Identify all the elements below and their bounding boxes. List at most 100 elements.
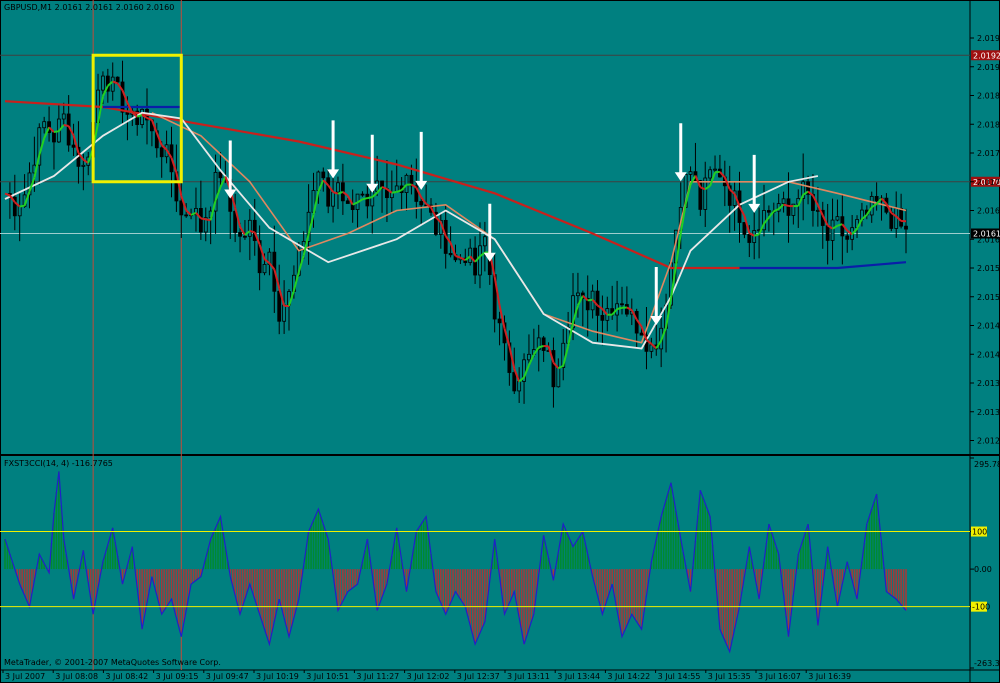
fast-trend-segment xyxy=(386,188,393,194)
candle-body xyxy=(815,209,820,212)
indicator-title: FXST3CCI(14, 4) -116.7765 xyxy=(4,459,113,468)
fast-trend-segment xyxy=(72,135,80,154)
cci-line xyxy=(4,471,907,654)
candle-body xyxy=(708,169,713,179)
price-tick-label: 2.0150 xyxy=(977,293,1000,302)
fast-trend-segment xyxy=(832,224,838,230)
fast-trend-segment xyxy=(200,217,206,221)
candle-body xyxy=(781,198,786,205)
candle-body xyxy=(203,217,208,233)
fast-trend-segment xyxy=(268,262,276,270)
time-tick-label: 3 Jul 10:19 xyxy=(256,672,299,681)
candle-body xyxy=(561,342,566,368)
fast-trend-segment xyxy=(219,176,227,188)
fast-trend-segment xyxy=(367,196,373,200)
fast-trend-segment xyxy=(263,258,271,264)
candle-body xyxy=(194,208,198,216)
fast-trend-segment xyxy=(816,204,824,216)
cci-tick-label: -100 xyxy=(972,603,990,612)
candle-body xyxy=(159,147,164,158)
candle-body xyxy=(101,75,105,91)
fast-trend-segment xyxy=(719,171,726,178)
time-tick-label: 3 Jul 13:44 xyxy=(557,672,600,681)
fast-trend-segment xyxy=(768,210,775,219)
fast-trend-segment xyxy=(175,172,183,197)
price-level-tag xyxy=(971,176,1000,187)
candle-body xyxy=(326,177,331,207)
fast-trend-segment xyxy=(116,82,124,91)
fast-trend-segment xyxy=(327,184,334,193)
fast-trend-segment xyxy=(723,176,731,190)
fast-trend-segment xyxy=(48,126,55,133)
price-level-tag-label: 2.0192 xyxy=(973,51,1000,60)
price-tick-label: 2.0160 xyxy=(977,235,1000,244)
candle-body xyxy=(61,113,66,120)
fast-trend-segment xyxy=(146,117,153,121)
candle-body xyxy=(27,172,32,196)
candle-body xyxy=(71,144,76,148)
fast-trend-segment xyxy=(669,265,677,299)
fast-trend-segment xyxy=(28,177,36,192)
fast-trend-segment xyxy=(533,346,540,356)
fast-trend-segment xyxy=(150,119,158,134)
fast-trend-segment xyxy=(582,294,589,302)
candle-body xyxy=(414,185,419,202)
time-tick-label: 3 Jul 10:51 xyxy=(306,672,349,681)
fast-trend-segment xyxy=(679,203,687,234)
fast-trend-segment xyxy=(19,204,25,208)
fast-trend-segment xyxy=(890,212,897,218)
fast-trend-segment xyxy=(630,309,638,320)
fast-trend-segment xyxy=(577,295,584,306)
candle-body xyxy=(434,211,438,235)
candle-body xyxy=(576,292,580,297)
price-tick-label: 2.0190 xyxy=(977,63,1000,72)
fast-trend-segment xyxy=(616,306,623,311)
fast-trend-segment xyxy=(43,126,50,139)
fast-trend-segment xyxy=(77,152,85,161)
candle-body xyxy=(742,222,747,235)
fast-trend-segment xyxy=(596,304,603,310)
candle-body xyxy=(120,81,125,113)
candle-body xyxy=(110,76,115,92)
fast-trend-segment xyxy=(861,214,868,220)
candle-body xyxy=(600,314,605,321)
candle-body xyxy=(198,208,203,233)
candle-body xyxy=(727,185,732,206)
fast-trend-segment xyxy=(895,215,902,222)
annotation-arrows xyxy=(224,120,761,325)
moving-average-line xyxy=(4,111,819,350)
highlight-box xyxy=(91,53,183,184)
fast-trend-segment xyxy=(498,305,506,329)
time-tick-label: 3 Jul 08:42 xyxy=(105,672,148,681)
fast-trend-segment xyxy=(430,207,437,218)
candle-body xyxy=(468,247,473,263)
fast-trend-segment xyxy=(63,124,69,127)
arrow-head xyxy=(415,180,428,190)
candle-body xyxy=(527,353,531,361)
price-tick-label: 2.0165 xyxy=(977,207,1000,216)
price-tick-label: 2.0180 xyxy=(977,120,1000,129)
fast-trend-segment xyxy=(435,216,442,224)
fast-trend-segment xyxy=(699,186,706,191)
candle-body xyxy=(12,196,17,217)
fast-trend-segment xyxy=(464,255,471,261)
fast-trend-segment xyxy=(763,216,770,225)
candle-body xyxy=(47,121,51,133)
candle-body xyxy=(257,240,262,274)
fast-trend-segment xyxy=(837,223,843,227)
fast-trend-segment xyxy=(474,255,481,263)
candle-body xyxy=(262,264,267,274)
candle-body xyxy=(115,76,120,83)
fast-trend-segment xyxy=(729,188,736,195)
fast-trend-segment xyxy=(415,187,423,198)
fast-trend-segment xyxy=(185,209,192,216)
fast-trend-segment xyxy=(107,80,114,87)
fast-trend-segment xyxy=(352,201,358,206)
cci-tick-label: 100 xyxy=(972,528,987,537)
fast-trend-segment xyxy=(381,186,388,191)
fast-trend-segment xyxy=(528,354,535,366)
candle-body xyxy=(806,181,810,195)
time-tick-label: 3 Jul 14:55 xyxy=(658,672,701,681)
candle-body xyxy=(282,304,287,322)
